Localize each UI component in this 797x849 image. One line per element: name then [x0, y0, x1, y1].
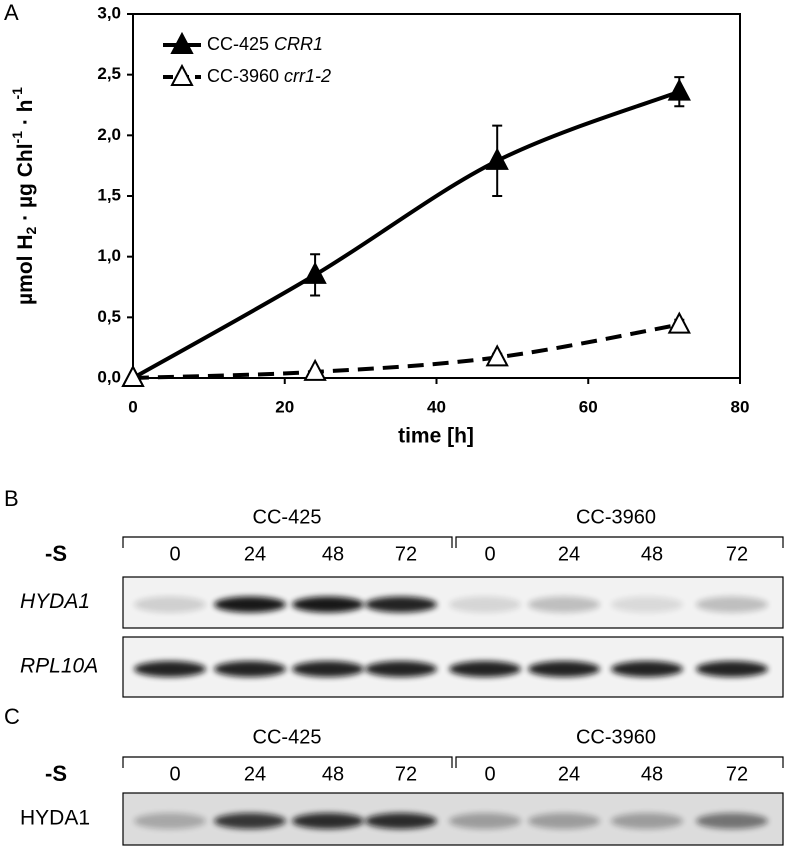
marker — [303, 261, 327, 284]
band — [134, 661, 206, 677]
band — [214, 813, 286, 829]
legend-marker — [170, 63, 194, 86]
band — [449, 813, 521, 829]
lane-label: 24 — [244, 763, 266, 785]
y-tick-label: 1,0 — [97, 246, 121, 265]
y-tick-label: 1,5 — [97, 185, 121, 204]
marker — [667, 311, 691, 334]
lane-label: 0 — [484, 543, 495, 565]
y-label-sub: 2 — [23, 227, 39, 235]
x-tick-label: 0 — [128, 397, 137, 416]
lane-label: 24 — [558, 763, 580, 785]
x-axis-label: time [h] — [398, 425, 474, 448]
lane-label: 48 — [641, 543, 663, 565]
band — [696, 813, 768, 829]
band — [365, 813, 437, 829]
band — [292, 661, 364, 677]
y-tick-label: 0,5 — [97, 307, 121, 326]
band — [528, 596, 600, 613]
band — [365, 661, 437, 677]
y-label-part: · µg Chl — [14, 143, 37, 226]
y-label-sup: -1 — [9, 87, 25, 100]
legend-marker — [170, 31, 194, 54]
lane-label: 24 — [558, 543, 580, 565]
row-label: RPL10A — [20, 655, 98, 678]
y-axis-label: µmol H2 · µg Chl-1 · h-1 — [9, 87, 39, 305]
lane-label: 0 — [169, 763, 180, 785]
legend-label: CC-3960 crr1-2 — [207, 66, 331, 86]
y-tick-label: 2,5 — [97, 64, 121, 83]
band — [611, 661, 683, 677]
band — [365, 596, 437, 613]
lane-label: 24 — [244, 543, 266, 565]
legend-label: CC-425 CRR1 — [207, 34, 323, 54]
band — [292, 596, 364, 613]
marker — [667, 78, 691, 101]
x-tick-label: 40 — [427, 397, 446, 416]
band — [292, 813, 364, 829]
marker — [303, 358, 327, 381]
y-label-sup: -1 — [9, 131, 25, 144]
band — [611, 596, 683, 613]
row-label: HYDA1 — [20, 590, 90, 613]
y-tick-label: 3,0 — [97, 3, 121, 22]
band — [528, 661, 600, 677]
panel-label: A — [4, 0, 19, 25]
band — [449, 596, 521, 613]
x-tick-label: 80 — [731, 397, 750, 416]
band — [134, 813, 206, 829]
lane-label: 0 — [169, 543, 180, 565]
bracket — [455, 756, 784, 768]
band — [449, 661, 521, 677]
bracket — [122, 536, 453, 548]
group-label: CC-425 — [253, 726, 322, 748]
y-label-part: µmol H — [14, 235, 37, 305]
lane-label: 72 — [395, 763, 417, 785]
bracket — [455, 536, 784, 548]
y-tick-label: 2,0 — [97, 125, 121, 144]
band — [134, 596, 206, 613]
lane-label: 72 — [726, 763, 748, 785]
x-tick-label: 60 — [579, 397, 598, 416]
band — [214, 596, 286, 613]
y-label-part: · h — [14, 100, 37, 132]
marker — [121, 364, 145, 387]
lane-label: 48 — [641, 763, 663, 785]
lane-label: 48 — [322, 543, 344, 565]
panel-label: C — [4, 704, 20, 729]
bracket — [122, 756, 453, 768]
lane-label: 48 — [322, 763, 344, 785]
group-label: CC-3960 — [576, 726, 656, 748]
series-line — [132, 89, 681, 380]
x-tick-label: 20 — [275, 397, 294, 416]
lane-label: 72 — [726, 543, 748, 565]
band — [696, 596, 768, 613]
marker — [485, 147, 509, 170]
band — [214, 661, 286, 677]
series-line — [132, 322, 680, 380]
band — [696, 661, 768, 677]
band — [528, 813, 600, 829]
group-label: CC-425 — [253, 506, 322, 528]
y-tick-label: 0,0 — [97, 367, 121, 386]
band — [611, 813, 683, 829]
lane-label: 0 — [484, 763, 495, 785]
row-label: HYDA1 — [20, 807, 90, 830]
panel-label: B — [4, 486, 19, 511]
treatment-label: -S — [45, 541, 67, 566]
treatment-label: -S — [45, 761, 67, 786]
group-label: CC-3960 — [576, 506, 656, 528]
marker — [485, 344, 509, 367]
lane-label: 72 — [395, 543, 417, 565]
